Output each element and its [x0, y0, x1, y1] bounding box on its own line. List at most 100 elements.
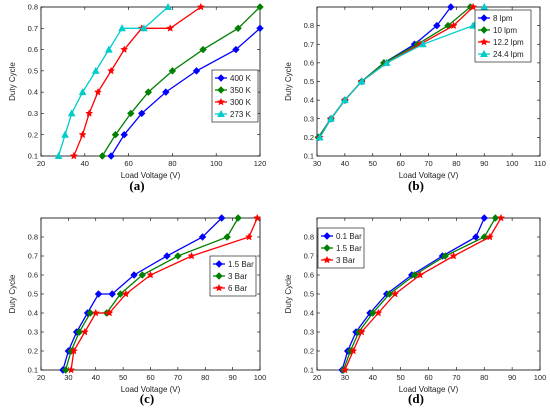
x-tick-label: 100 — [210, 159, 223, 168]
y-tick-label: 0.6 — [28, 271, 38, 280]
data-point — [357, 77, 366, 85]
x-tick-label: 20 — [37, 373, 45, 382]
data-point — [256, 24, 264, 32]
legend-label: 10 lpm — [493, 26, 517, 35]
series-line — [64, 217, 239, 371]
x-tick-label: 50 — [369, 159, 377, 168]
y-tick-label: 0.6 — [304, 58, 314, 67]
y-tick-label: 0.3 — [304, 328, 314, 337]
series-line — [319, 6, 485, 138]
y-tick-label: 0.1 — [304, 152, 314, 161]
y-tick-label: 0.4 — [304, 96, 314, 105]
data-point — [480, 2, 489, 10]
legend: 8 lpm 10 lpm 12.2 lpm 24.4 lpm — [474, 9, 532, 63]
data-point — [234, 214, 242, 222]
data-point — [130, 271, 138, 279]
data-point — [118, 24, 126, 32]
panel-caption: (c) — [140, 391, 154, 406]
panel-caption: (d) — [408, 391, 424, 406]
x-tick-label: 80 — [168, 159, 176, 168]
data-point — [199, 45, 207, 54]
data-point — [256, 3, 264, 11]
data-point — [441, 252, 449, 260]
series-24-4-lpm — [315, 2, 489, 141]
legend-label: 1.5 Bar — [336, 244, 362, 253]
y-tick-label: 0.2 — [304, 133, 314, 142]
y-axis-label: Duty Cycle — [284, 62, 293, 101]
x-tick-label: 120 — [254, 159, 267, 168]
data-point — [78, 88, 87, 96]
series-400-k — [107, 24, 264, 160]
y-tick-label: 0.1 — [28, 366, 38, 375]
data-point — [54, 151, 63, 159]
y-tick-label: 0.7 — [304, 40, 314, 49]
y-tick-label: 0.1 — [304, 366, 314, 375]
data-point — [138, 109, 146, 118]
data-point — [140, 24, 148, 32]
data-point — [485, 232, 494, 241]
x-tick-label: 70 — [452, 373, 460, 382]
data-point — [144, 88, 153, 96]
x-tick-label: 60 — [124, 159, 132, 168]
x-tick-label: 100 — [534, 373, 547, 382]
data-point — [174, 252, 182, 260]
panel-caption: (b) — [408, 178, 424, 193]
legend-marker — [480, 26, 488, 34]
x-tick-label: 30 — [341, 373, 349, 382]
y-tick-label: 0.6 — [28, 45, 38, 54]
x-tick-label: 40 — [369, 373, 377, 382]
legend: 400 K 350 K 300 K 273 K — [211, 69, 259, 123]
y-tick-label: 0.5 — [28, 290, 38, 299]
data-point — [480, 214, 488, 222]
legend-label: 1.5 Bar — [228, 260, 254, 269]
x-tick-label: 50 — [396, 373, 404, 382]
x-tick-label: 70 — [174, 373, 182, 382]
series-350-k — [98, 3, 264, 160]
legend-label: 350 K — [230, 86, 252, 95]
x-axis-label: Load Voltage (V) — [121, 385, 181, 394]
data-point — [166, 24, 175, 32]
y-tick-label: 0.4 — [28, 309, 38, 318]
data-point — [108, 290, 116, 298]
data-point — [198, 233, 207, 241]
legend-marker — [215, 272, 223, 280]
data-point — [472, 233, 480, 241]
x-tick-label: 80 — [480, 373, 488, 382]
data-point — [163, 252, 171, 260]
y-axis-label: Duty Cycle — [284, 274, 293, 313]
legend-marker — [480, 14, 488, 22]
data-point — [217, 214, 226, 222]
data-point — [469, 2, 478, 11]
y-tick-label: 0.3 — [28, 109, 38, 118]
x-tick-label: 90 — [480, 159, 488, 168]
legend-label: 3 Bar — [336, 256, 355, 265]
chart-panel-3: 20 30 40 50 60 70 80 90 100 0.1 0.2 0.3 0.4 0.5 0.6 0.7… — [8, 213, 266, 406]
x-tick-label: 40 — [341, 159, 349, 168]
x-tick-label: 40 — [92, 373, 100, 382]
data-point — [85, 109, 94, 117]
y-tick-label: 0.4 — [304, 309, 314, 318]
y-tick-label: 0.5 — [304, 290, 314, 299]
y-tick-label: 0.3 — [304, 114, 314, 123]
legend-label: 400 K — [230, 74, 252, 83]
x-axis-label: Load Voltage (V) — [399, 385, 459, 394]
data-point — [253, 213, 262, 222]
x-axis-label: Load Voltage (V) — [399, 171, 459, 180]
series-line — [70, 217, 258, 371]
data-point — [382, 58, 391, 66]
legend-marker — [322, 255, 332, 264]
x-tick-label: 20 — [313, 373, 321, 382]
data-point — [67, 109, 76, 117]
data-point — [244, 232, 254, 241]
x-tick-label: 90 — [228, 373, 236, 382]
data-point — [357, 327, 366, 336]
data-point — [223, 233, 231, 241]
data-point — [196, 2, 205, 11]
data-point — [67, 365, 76, 374]
data-point — [192, 67, 201, 75]
data-point — [69, 346, 78, 355]
data-point — [340, 365, 349, 374]
data-point — [93, 87, 102, 96]
y-tick-label: 0.2 — [28, 347, 38, 356]
data-point — [107, 66, 116, 75]
